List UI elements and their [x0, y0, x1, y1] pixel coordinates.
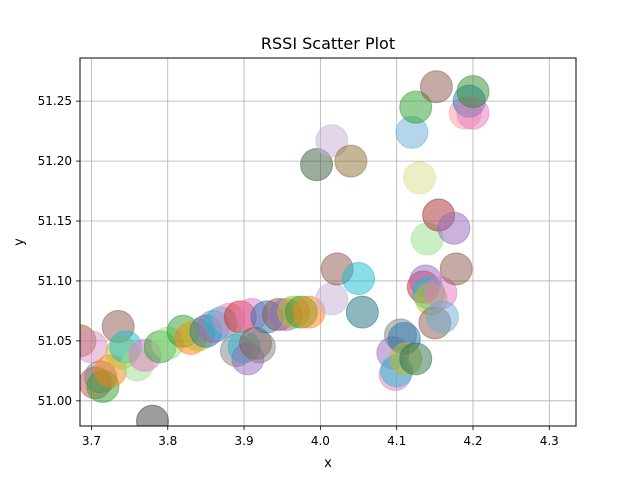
scatter-point	[334, 144, 368, 178]
x-tick-label: 4.1	[387, 434, 406, 448]
scatter-point	[403, 161, 437, 195]
scatter-point	[439, 252, 473, 286]
y-tick-label: 51.15	[38, 214, 72, 228]
chart-title: RSSI Scatter Plot	[261, 34, 395, 53]
scatter-point	[300, 148, 334, 182]
y-tick-label: 51.20	[38, 154, 72, 168]
x-axis-label: x	[324, 456, 332, 471]
scatter-point	[399, 90, 433, 124]
x-tick-label: 3.8	[158, 434, 177, 448]
scatter-point	[342, 262, 376, 296]
scatter-point	[419, 70, 453, 104]
scatter-point	[425, 300, 459, 334]
scatter-point	[456, 75, 490, 109]
y-tick-label: 51.05	[38, 334, 72, 348]
y-axis-label: y	[12, 238, 27, 246]
y-tick-label: 51.25	[38, 94, 72, 108]
x-tick-label: 3.7	[82, 434, 101, 448]
scatter-point	[135, 404, 169, 426]
x-tick-label: 4.3	[540, 434, 559, 448]
plot-frame	[79, 57, 577, 427]
x-axis-ticks: 3.7 3.8 3.9 4.0 4.1 4.2 4.3	[82, 426, 559, 448]
x-tick-label: 3.9	[235, 434, 254, 448]
scatter-point	[399, 342, 433, 376]
scatter-point	[315, 282, 349, 316]
x-tick-label: 4.0	[311, 434, 330, 448]
x-tick-label: 4.2	[463, 434, 482, 448]
scatter-point	[345, 295, 379, 329]
data-points	[80, 70, 490, 426]
scatter-point	[315, 124, 349, 158]
y-tick-label: 51.10	[38, 274, 72, 288]
y-axis-ticks: 51.00 51.05 51.10 51.15 51.20 51.25	[38, 94, 80, 408]
scatter-point	[437, 211, 471, 245]
y-tick-label: 51.00	[38, 394, 72, 408]
scatter-point	[242, 330, 276, 364]
